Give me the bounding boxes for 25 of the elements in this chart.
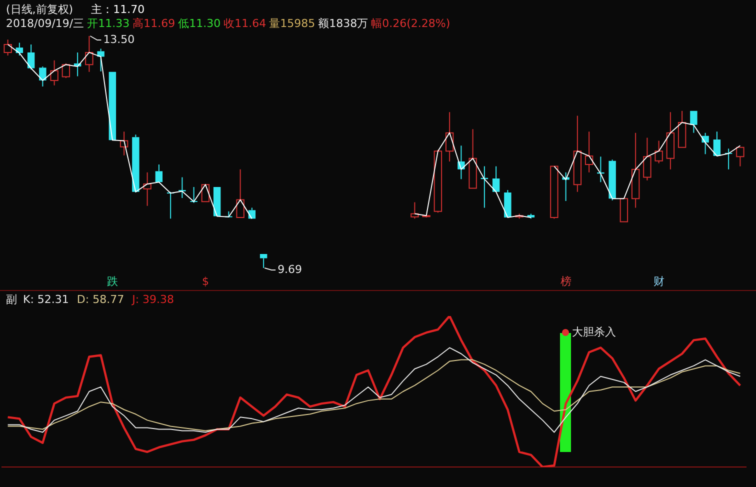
annotation: 大胆杀入 bbox=[572, 325, 616, 338]
candlestick bbox=[608, 159, 616, 201]
text: 主：11.70 bbox=[91, 3, 145, 16]
text: D: 58.77 bbox=[76, 293, 124, 306]
chart-title: (日线,前复权) bbox=[6, 3, 74, 16]
candlestick bbox=[39, 66, 46, 88]
text: 跌 bbox=[106, 274, 118, 288]
chart-subtitle: 2018/09/19/三 开11.33 高11.69 低11.30 收11.64 量15985 额1838万 幅0.26(2.28%) bbox=[6, 17, 450, 30]
candlestick bbox=[27, 44, 35, 70]
text: J: 39.38 bbox=[132, 293, 174, 306]
text: $ bbox=[202, 274, 209, 288]
text: 财 bbox=[653, 274, 664, 288]
candlestick bbox=[504, 190, 512, 218]
candlestick bbox=[178, 176, 186, 198]
annotation: 9.69 bbox=[278, 262, 302, 276]
candlestick bbox=[713, 131, 721, 156]
candlestick bbox=[155, 164, 163, 182]
candlestick bbox=[97, 48, 104, 72]
text: 榜 bbox=[560, 274, 572, 288]
chart-title: 副 bbox=[6, 293, 17, 306]
candlestick bbox=[690, 110, 698, 134]
candlestick bbox=[492, 166, 500, 192]
candlestick bbox=[132, 134, 140, 192]
text: K: 52.31 bbox=[23, 293, 69, 306]
annotation: 13.50 bbox=[103, 32, 135, 46]
